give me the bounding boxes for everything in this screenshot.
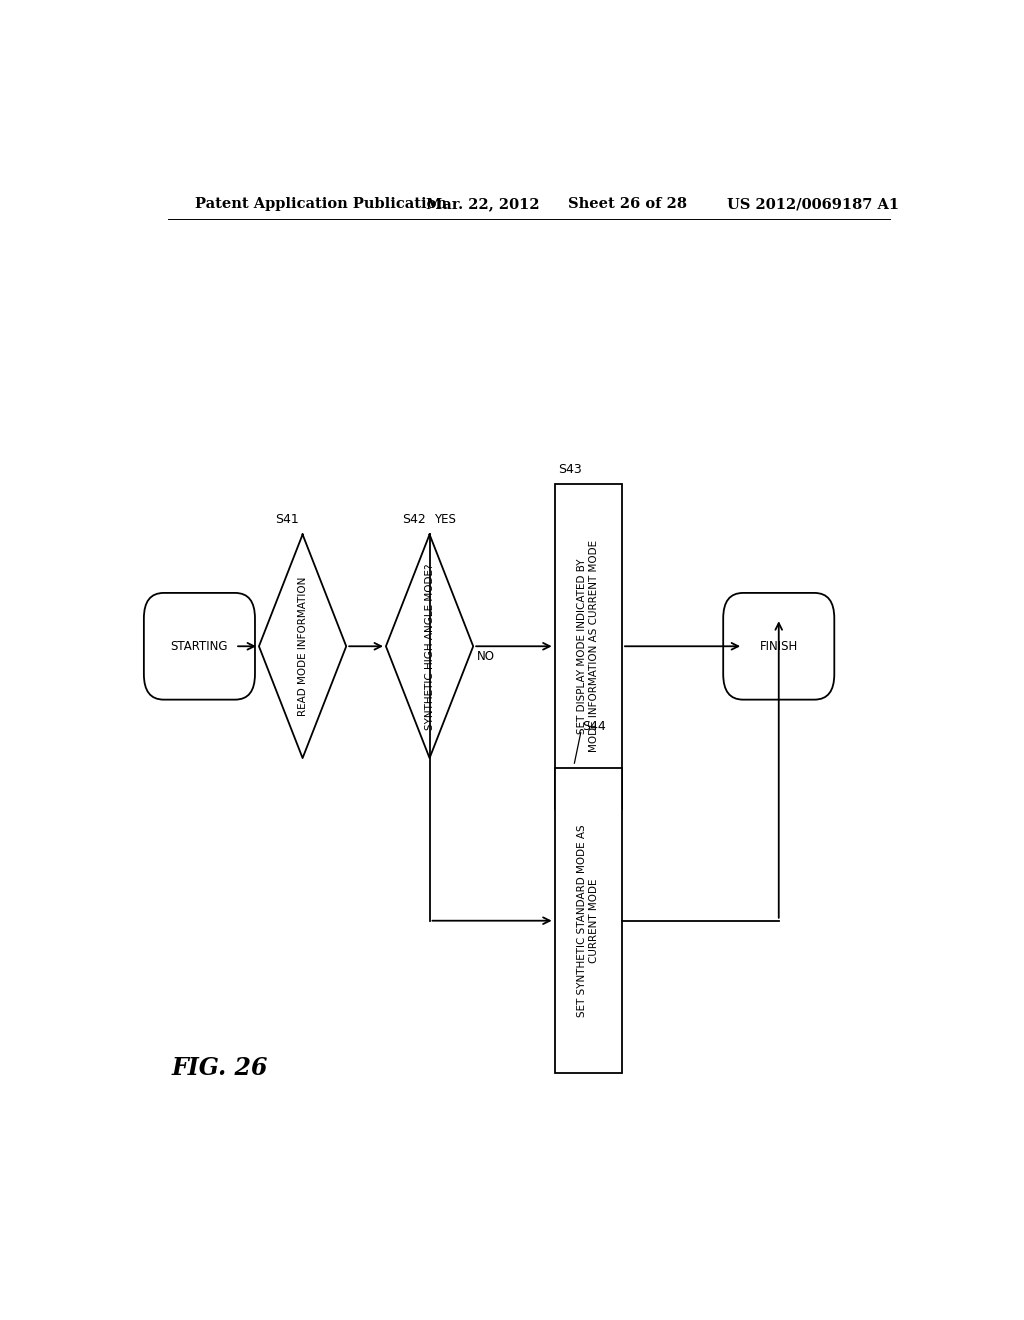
Text: NO: NO <box>477 649 496 663</box>
Text: S44: S44 <box>583 719 606 733</box>
Text: S43: S43 <box>558 462 583 475</box>
Text: YES: YES <box>433 513 456 527</box>
Text: FINISH: FINISH <box>760 640 798 653</box>
FancyBboxPatch shape <box>143 593 255 700</box>
Text: SYNTHETIC HIGH ANGLE MODE?: SYNTHETIC HIGH ANGLE MODE? <box>425 564 434 730</box>
Text: STARTING: STARTING <box>171 640 228 653</box>
Text: SET SYNTHETIC STANDARD MODE AS
CURRENT MODE: SET SYNTHETIC STANDARD MODE AS CURRENT M… <box>578 825 599 1016</box>
Text: SET DISPLAY MODE INDICATED BY
MODE INFORMATION AS CURRENT MODE: SET DISPLAY MODE INDICATED BY MODE INFOR… <box>578 540 599 752</box>
Text: S41: S41 <box>274 513 299 527</box>
Text: S42: S42 <box>401 513 426 527</box>
Text: Sheet 26 of 28: Sheet 26 of 28 <box>568 197 687 211</box>
Text: Mar. 22, 2012: Mar. 22, 2012 <box>426 197 540 211</box>
Text: Patent Application Publication: Patent Application Publication <box>196 197 447 211</box>
Polygon shape <box>386 535 473 758</box>
Text: READ MODE INFORMATION: READ MODE INFORMATION <box>298 577 307 715</box>
Text: FIG. 26: FIG. 26 <box>172 1056 268 1080</box>
Bar <box>555 483 622 809</box>
FancyBboxPatch shape <box>723 593 835 700</box>
Polygon shape <box>259 535 346 758</box>
Bar <box>555 768 622 1073</box>
Text: US 2012/0069187 A1: US 2012/0069187 A1 <box>727 197 899 211</box>
